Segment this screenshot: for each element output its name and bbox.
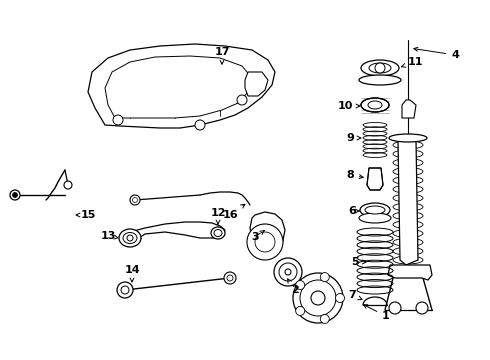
Ellipse shape: [214, 230, 222, 237]
Text: 15: 15: [76, 210, 96, 220]
Ellipse shape: [365, 206, 385, 214]
Ellipse shape: [361, 60, 399, 76]
Circle shape: [195, 120, 205, 130]
Ellipse shape: [293, 273, 343, 323]
Ellipse shape: [361, 98, 389, 112]
Circle shape: [64, 181, 72, 189]
Circle shape: [121, 286, 129, 294]
Text: 6: 6: [348, 206, 359, 216]
Ellipse shape: [119, 229, 141, 247]
Ellipse shape: [123, 233, 137, 243]
Circle shape: [295, 306, 305, 315]
Polygon shape: [105, 56, 252, 118]
Text: 8: 8: [346, 170, 363, 180]
Ellipse shape: [360, 203, 390, 217]
Ellipse shape: [369, 63, 391, 73]
Circle shape: [336, 293, 344, 302]
Circle shape: [247, 224, 283, 260]
Text: 9: 9: [346, 133, 361, 143]
Polygon shape: [250, 212, 285, 258]
Circle shape: [416, 302, 428, 314]
Circle shape: [13, 193, 18, 198]
Polygon shape: [245, 72, 268, 96]
Text: 3: 3: [251, 230, 264, 242]
Text: 7: 7: [348, 290, 362, 300]
Circle shape: [224, 272, 236, 284]
Circle shape: [130, 195, 140, 205]
Text: 16: 16: [222, 204, 245, 220]
Circle shape: [320, 273, 329, 282]
Circle shape: [113, 115, 123, 125]
Text: 4: 4: [414, 47, 459, 60]
Text: 5: 5: [351, 257, 366, 267]
Ellipse shape: [274, 258, 302, 286]
Text: 2: 2: [288, 279, 299, 295]
Text: 11: 11: [401, 57, 423, 67]
Ellipse shape: [300, 280, 336, 316]
Polygon shape: [88, 44, 275, 128]
Circle shape: [320, 314, 329, 323]
Circle shape: [117, 282, 133, 298]
Polygon shape: [388, 265, 432, 280]
Circle shape: [227, 275, 233, 281]
Text: 14: 14: [124, 265, 140, 282]
Text: 10: 10: [337, 101, 360, 111]
Circle shape: [237, 95, 247, 105]
Ellipse shape: [311, 291, 325, 305]
Ellipse shape: [127, 235, 133, 241]
Circle shape: [295, 280, 305, 289]
Polygon shape: [367, 168, 383, 190]
Text: 12: 12: [210, 208, 226, 224]
Polygon shape: [402, 100, 416, 118]
Ellipse shape: [359, 213, 391, 223]
Circle shape: [10, 190, 20, 200]
Text: 13: 13: [100, 231, 119, 241]
Circle shape: [255, 232, 275, 252]
Polygon shape: [130, 222, 225, 244]
Circle shape: [375, 63, 385, 73]
Ellipse shape: [359, 75, 401, 85]
Ellipse shape: [211, 227, 225, 239]
Text: 1: 1: [364, 305, 390, 321]
Text: 17: 17: [214, 47, 230, 64]
Ellipse shape: [279, 263, 297, 281]
Ellipse shape: [285, 269, 291, 275]
Ellipse shape: [389, 134, 427, 142]
Ellipse shape: [368, 101, 382, 109]
Circle shape: [132, 198, 138, 202]
Polygon shape: [398, 140, 418, 265]
Circle shape: [389, 302, 401, 314]
